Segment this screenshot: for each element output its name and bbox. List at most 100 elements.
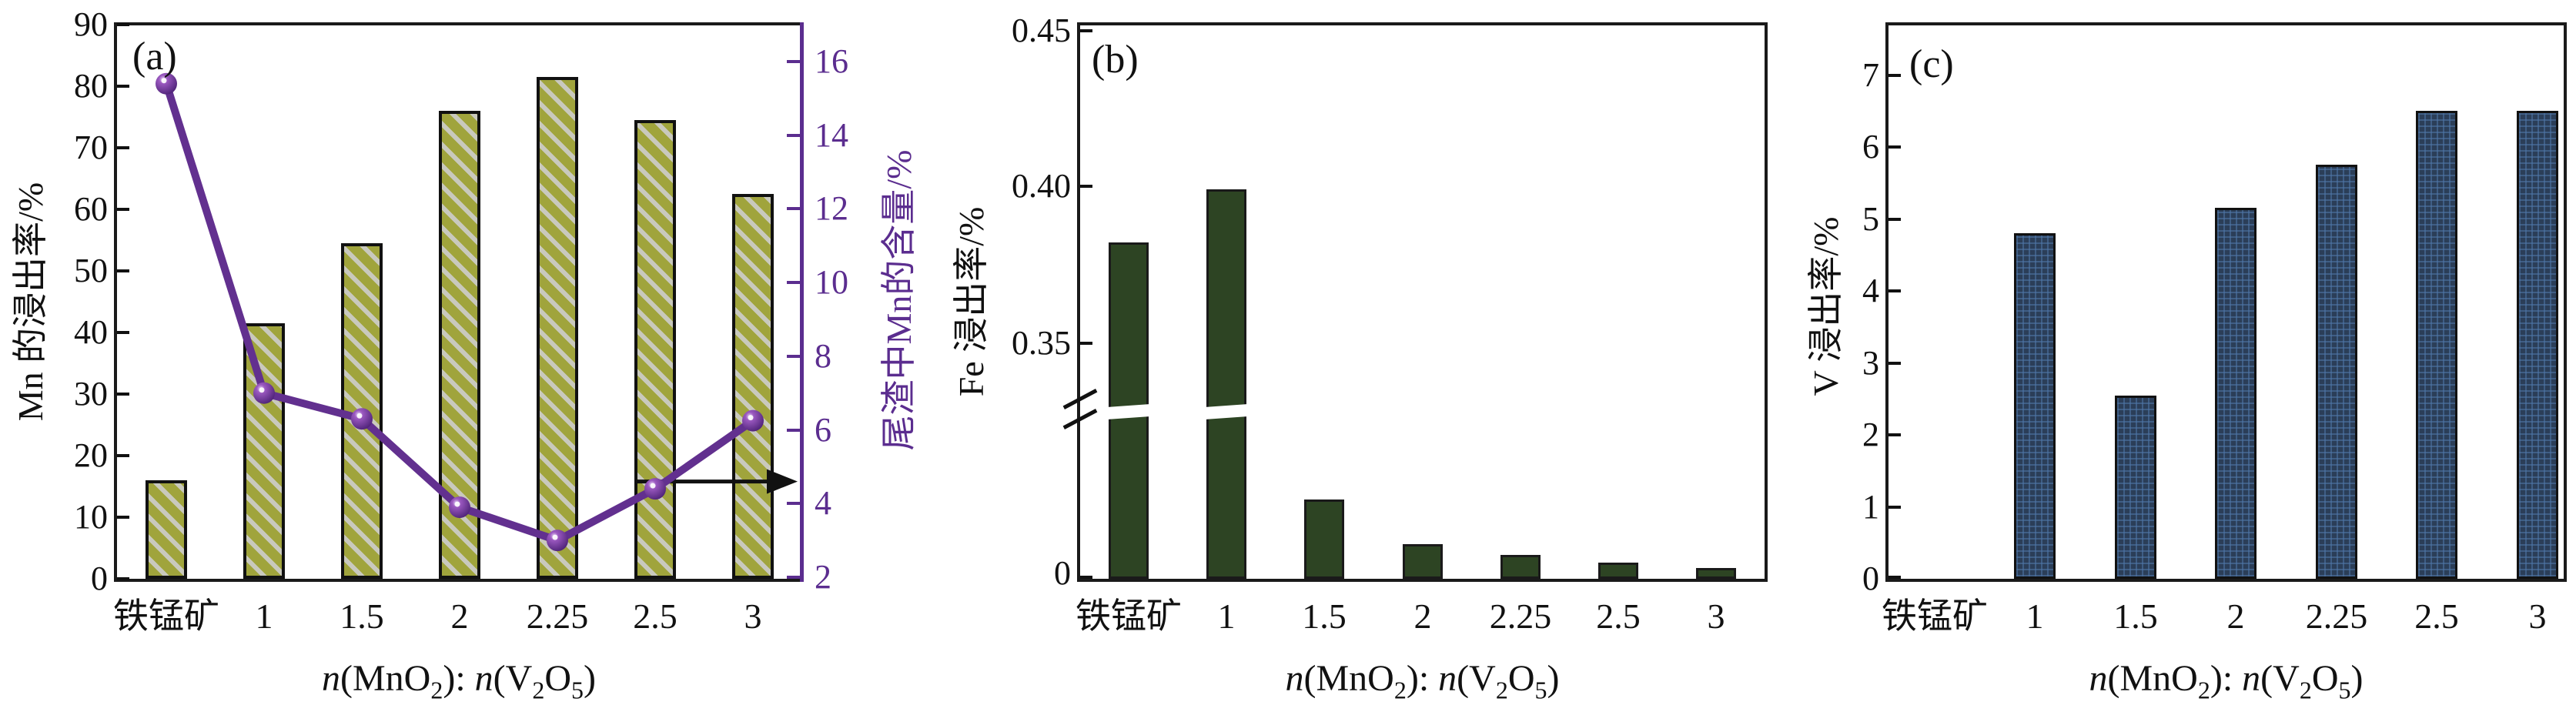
marker <box>253 382 275 404</box>
x-tick-label: 2 <box>1413 596 1432 636</box>
tick-label: 0.45 <box>1012 12 1071 49</box>
bar <box>1304 499 1344 579</box>
tick-label: 70 <box>74 129 108 166</box>
axis-tick <box>117 85 129 88</box>
x-tick-label: 2 <box>450 596 469 636</box>
bar <box>732 194 774 579</box>
tick-label: 6 <box>1862 128 1879 165</box>
axis-tick <box>1889 576 1901 579</box>
marker <box>644 478 666 500</box>
tick-label: 0.35 <box>1012 324 1071 362</box>
x-tick-label: 1 <box>2026 596 2044 636</box>
tick-label: 0 <box>1054 554 1071 592</box>
tick-label: 6 <box>815 410 831 449</box>
marker <box>547 530 568 552</box>
bar <box>243 323 285 579</box>
tick-label: 40 <box>74 313 108 351</box>
tick-label: 12 <box>815 189 848 228</box>
x-tick-label: 2.5 <box>1596 596 1641 636</box>
y-axis-title: Fe 浸出率/% <box>952 206 991 397</box>
tick-label: 10 <box>74 498 108 536</box>
axis-tick <box>1889 433 1901 436</box>
axis-tick <box>1889 73 1901 77</box>
axis-tick <box>787 60 801 63</box>
axis-tick <box>1080 29 1092 32</box>
axis-tick <box>1889 361 1901 365</box>
bar <box>2014 233 2056 579</box>
axis-tick <box>1080 342 1092 345</box>
axis-tick <box>787 281 801 285</box>
tick-label: 80 <box>74 67 108 105</box>
x-tick-label: 2 <box>2226 596 2245 636</box>
x-tick-label: 铁锰矿 <box>1076 596 1182 636</box>
axis-tick <box>117 577 129 580</box>
x-tick-label: 2.25 <box>2305 596 2368 636</box>
x-tick-label: 2.5 <box>2414 596 2459 636</box>
x-axis-label: n(MnO2): n(V2O5) <box>1285 658 1560 704</box>
right-y-axis-title: 尾渣中Mn的含量/% <box>879 149 918 451</box>
tick-label: 4 <box>1862 272 1879 309</box>
axis-tick <box>117 331 129 334</box>
x-tick-label: 1.5 <box>340 596 384 636</box>
tick-label: 14 <box>815 115 848 154</box>
tick-label: 50 <box>74 252 108 289</box>
tick-label: 4 <box>815 484 831 523</box>
x-tick-label: 1 <box>1217 596 1236 636</box>
x-tick-label: 2.25 <box>526 596 589 636</box>
axis-tick <box>117 516 129 519</box>
tick-label: 60 <box>74 190 108 228</box>
tick-label: 2 <box>1862 416 1879 453</box>
panel-label: (a) <box>132 35 177 79</box>
tick-label: 1 <box>1862 487 1879 526</box>
marker <box>449 496 470 519</box>
x-tick-label: 1.5 <box>2113 596 2158 636</box>
axis-tick <box>1889 145 1901 149</box>
y-axis-title: V 浸出率/% <box>1806 216 1845 396</box>
bar <box>146 480 187 579</box>
panel-label: (c) <box>1909 42 1954 86</box>
x-tick-label: 2.25 <box>1489 596 1552 636</box>
axis-tick <box>787 502 801 506</box>
x-tick-label: 1 <box>255 596 273 636</box>
axis-tick <box>117 146 129 149</box>
tick-label: 3 <box>1862 343 1879 382</box>
x-tick-label: 2.5 <box>633 596 677 636</box>
tick-label: 2 <box>815 558 831 596</box>
x-tick-label: 铁锰矿 <box>113 596 219 636</box>
bar <box>2316 165 2357 579</box>
marker <box>156 72 177 95</box>
x-axis-label: n(MnO2): n(V2O5) <box>322 658 596 704</box>
panel-label: (b) <box>1092 38 1139 82</box>
tick-label: 30 <box>74 375 108 413</box>
x-tick-label: 3 <box>1707 596 1725 636</box>
bar <box>2517 111 2558 579</box>
y-axis-title: Mn 的浸出率/% <box>11 182 50 422</box>
x-tick-label: 1.5 <box>1302 596 1347 636</box>
bar <box>1696 568 1736 579</box>
axis-tick <box>787 354 801 358</box>
axis-tick <box>787 207 801 211</box>
marker <box>742 409 764 432</box>
tick-label: 5 <box>1862 199 1879 238</box>
tick-label: 16 <box>815 42 848 80</box>
axis-tick <box>1889 505 1901 509</box>
right-axis-spine <box>800 22 804 582</box>
bar <box>2416 111 2457 579</box>
axis-tick <box>117 393 129 396</box>
axis-tick <box>117 23 129 26</box>
tick-label: 7 <box>1862 55 1879 94</box>
marker <box>351 408 373 430</box>
tick-label: 90 <box>74 5 108 43</box>
bar <box>1206 189 1246 579</box>
axis-tick <box>117 269 129 272</box>
x-tick-label: 铁锰矿 <box>1882 596 1988 636</box>
tick-label: 10 <box>815 263 848 302</box>
tick-label: 0 <box>91 560 108 597</box>
axis-tick <box>1080 185 1092 188</box>
bar <box>2115 395 2156 579</box>
line-series <box>162 79 757 545</box>
axis-tick <box>1889 217 1901 221</box>
panel-b-frame <box>1077 22 1768 582</box>
panel-c-frame <box>1885 22 2567 582</box>
bar <box>1403 544 1443 579</box>
